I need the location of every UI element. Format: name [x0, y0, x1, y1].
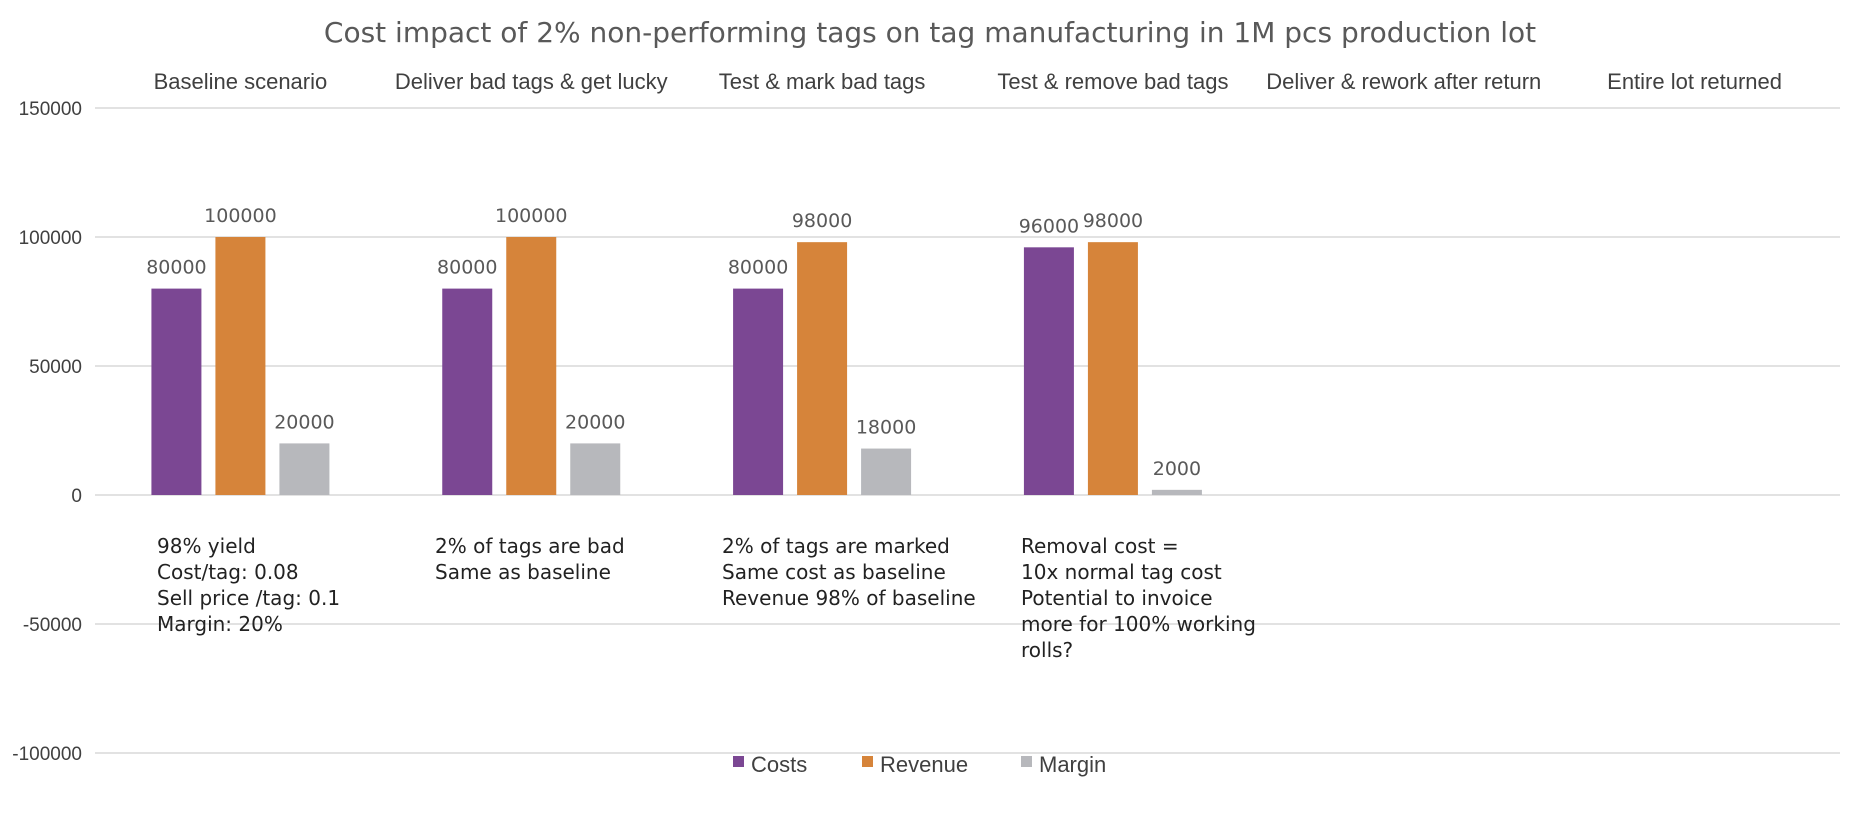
data-label: 98000 — [792, 210, 852, 232]
data-labels: 80000 100000 20000 80000 100000 20000 80000 980… — [146, 205, 1201, 480]
bars — [151, 237, 1202, 495]
annotation-line: 98% yield — [157, 534, 256, 558]
bar-margin — [279, 443, 330, 495]
annotation-line: 2% of tags are marked — [722, 534, 950, 558]
bar-revenue — [215, 237, 266, 495]
bar-costs — [151, 288, 202, 495]
data-label: 96000 — [1019, 215, 1079, 237]
legend-swatch-revenue — [862, 756, 873, 767]
legend-label: Revenue — [880, 752, 968, 777]
bar-margin — [570, 443, 621, 495]
y-tick-label: 50000 — [29, 357, 82, 378]
category-label: Test & remove bad tags — [997, 69, 1228, 94]
annotation-line: Sell price /tag: 0.1 — [157, 586, 340, 610]
bar-revenue — [506, 237, 557, 495]
annotation-line: Removal cost = — [1021, 534, 1179, 558]
legend-swatch-margin — [1021, 756, 1032, 767]
annotation-line: 10x normal tag cost — [1021, 560, 1222, 584]
gridlines — [95, 107, 1840, 754]
y-tick-label: 0 — [71, 486, 82, 507]
data-label: 80000 — [146, 257, 206, 279]
bar-costs — [442, 288, 493, 495]
data-label: 20000 — [565, 411, 625, 433]
bar-margin — [1151, 489, 1202, 495]
annotation-line: Same cost as baseline — [722, 560, 946, 584]
category-label: Test & mark bad tags — [719, 69, 926, 94]
annotation-line: Same as baseline — [435, 560, 611, 584]
data-label: 18000 — [856, 417, 916, 439]
data-label: 100000 — [495, 205, 568, 227]
y-tick-label: 150000 — [19, 99, 82, 120]
bar-revenue — [1087, 242, 1138, 495]
data-label: 2000 — [1153, 458, 1201, 480]
legend-swatch-costs — [733, 756, 744, 767]
annotation-line: rolls? — [1021, 638, 1073, 662]
annotation-line: Revenue 98% of baseline — [722, 586, 976, 610]
annotation-line: more for 100% working — [1021, 612, 1256, 636]
data-label: 20000 — [274, 411, 334, 433]
legend: Costs Revenue Margin — [733, 752, 1106, 777]
bar-revenue — [797, 242, 848, 495]
bar-costs — [1023, 247, 1074, 495]
annotation-line: Cost/tag: 0.08 — [157, 560, 299, 584]
annotation-line: Potential to invoice — [1021, 586, 1213, 610]
y-tick-label: -50000 — [23, 615, 82, 636]
category-label: Baseline scenario — [154, 69, 328, 94]
annotation-line: 2% of tags are bad — [435, 534, 625, 558]
legend-label: Margin — [1039, 752, 1106, 777]
legend-label: Costs — [751, 752, 807, 777]
category-label: Deliver bad tags & get lucky — [395, 69, 668, 94]
data-label: 80000 — [437, 257, 497, 279]
bar-margin — [861, 448, 912, 495]
chart-title: Cost impact of 2% non-performing tags on… — [324, 16, 1536, 49]
y-tick-label: 100000 — [19, 228, 82, 249]
y-tick-label: -100000 — [12, 744, 82, 765]
data-label: 100000 — [204, 205, 277, 227]
data-label: 80000 — [728, 257, 788, 279]
category-label: Deliver & rework after return — [1266, 69, 1541, 94]
category-labels: Baseline scenario Deliver bad tags & get … — [154, 69, 1782, 94]
category-label: Entire lot returned — [1607, 69, 1782, 94]
data-label: 98000 — [1083, 210, 1143, 232]
annotation-line: Margin: 20% — [157, 612, 283, 636]
bar-costs — [733, 288, 784, 495]
y-axis-tick-labels: 150000 100000 50000 0 -50000 -100000 — [12, 99, 82, 765]
